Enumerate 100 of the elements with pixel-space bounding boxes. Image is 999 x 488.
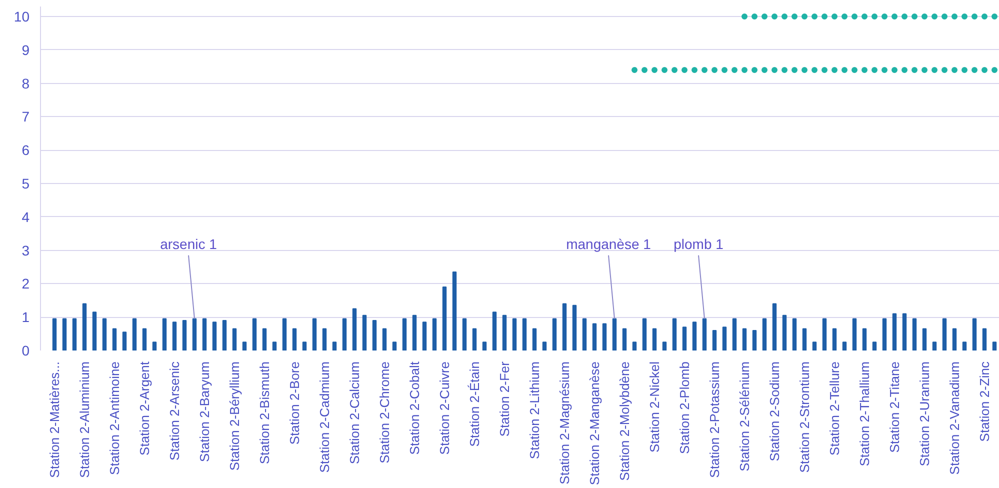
bar bbox=[422, 322, 427, 350]
x-tick-label: Station 2-Lithium bbox=[527, 361, 542, 460]
x-tick-label: Station 2-Chrome bbox=[377, 361, 392, 464]
bar bbox=[112, 328, 117, 350]
bar bbox=[962, 342, 967, 350]
bar bbox=[102, 318, 107, 350]
bar bbox=[682, 326, 687, 350]
bar bbox=[692, 322, 697, 350]
y-tick-label: 8 bbox=[22, 75, 30, 92]
y-tick-label: 6 bbox=[22, 142, 30, 158]
bar bbox=[582, 318, 587, 350]
x-tick-label: Station 2-Calcium bbox=[347, 361, 362, 464]
bar bbox=[332, 342, 337, 350]
bar bbox=[872, 342, 877, 350]
bar bbox=[142, 328, 147, 350]
bar bbox=[432, 318, 437, 350]
x-tick-label: Station 2-Zinc bbox=[977, 361, 992, 442]
bar bbox=[602, 323, 607, 350]
bar bbox=[932, 342, 937, 350]
bar bbox=[892, 313, 897, 350]
bar bbox=[262, 328, 267, 350]
y-tick-label: 10 bbox=[14, 8, 30, 25]
x-tick-label: Station 2-Uranium bbox=[917, 361, 932, 466]
bar bbox=[862, 328, 867, 350]
bar bbox=[952, 328, 957, 350]
y-tick-label: 5 bbox=[22, 176, 30, 192]
x-tick-label: Station 2-Bore bbox=[287, 361, 302, 445]
bar bbox=[192, 318, 197, 350]
bar bbox=[222, 320, 227, 350]
bar bbox=[62, 318, 67, 350]
bar bbox=[352, 308, 357, 350]
bar bbox=[902, 313, 907, 350]
x-tick-label: Station 2-Béryllium bbox=[227, 361, 242, 471]
bar bbox=[782, 314, 787, 350]
bar bbox=[642, 318, 647, 350]
y-tick-label: 2 bbox=[22, 276, 30, 292]
x-tick-label: Station 2-Tellure bbox=[827, 361, 842, 456]
bar bbox=[752, 330, 757, 350]
bar bbox=[302, 342, 307, 350]
x-tick-label: Station 2-Fer bbox=[497, 360, 512, 437]
bar bbox=[622, 328, 627, 350]
bar bbox=[512, 318, 517, 350]
bar bbox=[702, 318, 707, 350]
bar bbox=[812, 342, 817, 350]
bar bbox=[92, 312, 97, 350]
bar bbox=[992, 342, 997, 350]
bar bbox=[252, 318, 257, 350]
bar bbox=[712, 330, 717, 350]
x-tick-label: Station 2-Sodium bbox=[767, 361, 782, 462]
y-tick-label: 9 bbox=[22, 42, 30, 58]
bar bbox=[552, 318, 557, 350]
x-tick-label: Station 2-Strontium bbox=[797, 361, 812, 473]
x-tick-label: Station 2-Cuivre bbox=[437, 361, 452, 455]
bar bbox=[72, 318, 77, 350]
x-tick-label: Station 2-Vanadium bbox=[947, 362, 962, 475]
bar bbox=[52, 318, 57, 350]
x-tick-label: Station 2-Aluminium bbox=[77, 362, 92, 478]
bar bbox=[982, 328, 987, 350]
bar bbox=[802, 328, 807, 350]
bar bbox=[212, 322, 217, 350]
x-tick-label: Station 2-Matières... bbox=[47, 362, 62, 478]
x-tick-label: Station 2-Plomb bbox=[677, 361, 692, 454]
bar bbox=[522, 318, 527, 350]
bar bbox=[172, 322, 177, 350]
bar bbox=[162, 318, 167, 350]
x-tick-label: Station 2-Manganèse bbox=[587, 361, 602, 486]
bar bbox=[592, 323, 597, 350]
bar bbox=[372, 320, 377, 350]
bar bbox=[632, 342, 637, 350]
bar bbox=[452, 272, 457, 350]
x-tick-label: Station 2-Titane bbox=[887, 361, 902, 453]
bar bbox=[402, 318, 407, 350]
bar bbox=[612, 318, 617, 350]
bar bbox=[972, 318, 977, 350]
bar bbox=[542, 342, 547, 350]
bar bbox=[482, 342, 487, 350]
x-tick-label: Station 2-Baryum bbox=[197, 361, 212, 462]
bar bbox=[572, 304, 577, 350]
x-tick-label: Station 2-Cobalt bbox=[407, 361, 422, 455]
bar bbox=[382, 328, 387, 350]
bar bbox=[792, 318, 797, 350]
data-label: arsenic 1 bbox=[160, 236, 218, 252]
y-tick-label: 3 bbox=[22, 242, 30, 258]
bar bbox=[662, 342, 667, 350]
bar bbox=[532, 328, 537, 350]
bar bbox=[882, 318, 887, 350]
bar bbox=[182, 320, 187, 350]
bar bbox=[772, 303, 777, 350]
bar bbox=[272, 342, 277, 350]
bar bbox=[362, 314, 367, 350]
bar bbox=[292, 328, 297, 350]
bar bbox=[842, 342, 847, 350]
bar bbox=[732, 318, 737, 350]
bar bbox=[742, 328, 747, 350]
bar bbox=[852, 318, 857, 350]
bar bbox=[762, 318, 767, 350]
x-tick-label: Station 2-Étain bbox=[467, 361, 482, 447]
bar bbox=[322, 328, 327, 350]
x-tick-label: Station 2-Bismuth bbox=[257, 361, 272, 464]
bar bbox=[652, 328, 657, 350]
